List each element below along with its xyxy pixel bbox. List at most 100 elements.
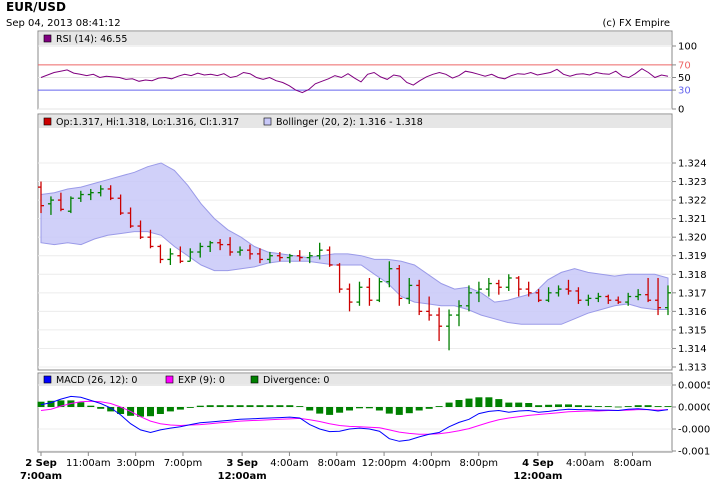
ohlc-bar [416, 279, 423, 316]
divergence-bar [465, 398, 473, 407]
divergence-bar [356, 407, 363, 409]
divergence-bar [246, 405, 254, 407]
ohlc-bar [47, 196, 54, 215]
rsi-series-line [40, 68, 669, 94]
ohlc-bar [336, 263, 343, 293]
exp-legend-swatch [165, 375, 174, 384]
divergence-bar [594, 406, 602, 407]
ohlc-bar [426, 296, 433, 321]
x-tick-sublabel: 12:00am [218, 471, 267, 482]
rsi-tick-label: 100 [678, 42, 697, 53]
ohlc-bar [525, 281, 532, 297]
x-tick-label: 8:00am [318, 458, 356, 469]
price-tick-label: 1.320 [678, 233, 707, 244]
ohlc-bar [157, 244, 164, 264]
ohlc-bar [356, 281, 363, 306]
price-tick-label: 1.316 [678, 307, 707, 318]
x-tick-label: 8:00am [613, 458, 651, 469]
divergence-bar [654, 406, 662, 407]
macd-panel: MACD (26, 12): 0 EXP (9): 0 Divergence: … [37, 372, 710, 458]
divergence-bar [316, 407, 324, 414]
ohlc-bar [326, 246, 333, 267]
ohlc-bar [406, 277, 413, 304]
ohlc-bar [475, 281, 482, 303]
divergence-legend-swatch [250, 375, 259, 384]
rsi-legend-swatch [43, 34, 52, 43]
divergence-bar [505, 402, 513, 407]
ohlc-bar [346, 283, 353, 312]
macd-tick-label: 0.0000 [678, 403, 710, 414]
divergence-bar [535, 405, 543, 407]
divergence-bar [226, 405, 234, 407]
macd-legend-label: MACD (26, 12): 0 [56, 375, 137, 386]
divergence-bar [485, 397, 493, 407]
ohlc-bar [77, 190, 84, 202]
exp-series-line [40, 400, 669, 435]
x-tick-sublabel: 7:00am [20, 471, 62, 482]
x-tick-label: 3:00pm [116, 458, 155, 469]
x-tick-label: 12:00pm [362, 458, 407, 469]
ohlc-bar [436, 307, 443, 342]
divergence-bar [555, 404, 562, 407]
ohlc-bar [515, 276, 522, 297]
price-tick-label: 1.313 [678, 363, 707, 374]
ohlc-bar [655, 277, 662, 316]
ohlc-bar [227, 237, 234, 256]
divergence-bar [276, 405, 284, 407]
ohlc-legend-label: Op:1.317, Hi:1.318, Lo:1.316, Cl:1.317 [56, 117, 239, 128]
ohlc-legend-swatch [43, 117, 52, 126]
ohlc-bar [286, 253, 293, 264]
rsi-legend-bar [39, 32, 671, 45]
ohlc-bar [127, 207, 134, 228]
divergence-bar [206, 405, 214, 407]
ohlc-bar [57, 192, 64, 212]
ohlc-bar [505, 274, 512, 291]
divergence-bar [664, 406, 672, 407]
x-tick-label: 4:00am [566, 458, 604, 469]
x-tick-sublabel: 12:00am [513, 471, 562, 482]
ohlc-bar [296, 250, 303, 262]
price-legend-bar [39, 115, 671, 128]
ohlc-bar [565, 279, 572, 295]
ohlc-bar [645, 277, 652, 303]
divergence-bar [336, 407, 344, 413]
divergence-bar [574, 405, 582, 407]
divergence-bar [156, 407, 164, 414]
price-panel: Op:1.317, Hi:1.318, Lo:1.316, Cl:1.317 B… [37, 113, 707, 374]
ohlc-bar [38, 181, 44, 214]
bollinger-legend-swatch [263, 117, 272, 126]
ohlc-bar [87, 188, 94, 201]
divergence-bar [385, 407, 393, 414]
ohlc-bar [256, 248, 263, 264]
ohlc-bar [137, 220, 144, 240]
ohlc-bar [595, 292, 602, 303]
ohlc-bar [585, 294, 592, 306]
ohlc-bar [187, 248, 194, 262]
x-tick-label: 4 Sep [522, 458, 554, 469]
divergence-bar [326, 407, 334, 415]
rsi-tick-label: 0 [678, 105, 684, 116]
divergence-bar [286, 405, 294, 407]
divergence-bar [266, 405, 274, 407]
ohlc-bar [207, 240, 214, 253]
divergence-bar [147, 407, 154, 417]
divergence-bar [365, 407, 373, 409]
ohlc-bar [177, 246, 184, 264]
ohlc-bar [456, 300, 462, 327]
divergence-bar [584, 405, 592, 407]
divergence-bar [97, 407, 105, 409]
ohlc-bar [485, 277, 492, 297]
x-tick-label: 2 Sep [25, 458, 57, 469]
price-tick-label: 1.323 [678, 177, 707, 188]
price-tick-label: 1.314 [678, 344, 707, 355]
divergence-bar [306, 407, 314, 411]
rsi-legend-label: RSI (14): 46.55 [56, 34, 127, 45]
x-tick-label: 4:00pm [412, 458, 451, 469]
exp-legend-label: EXP (9): 0 [178, 375, 225, 386]
price-tick-label: 1.318 [678, 270, 707, 281]
divergence-bar [425, 407, 433, 409]
ohlc-bar [316, 242, 323, 260]
macd-tick-label: 0.0005 [678, 381, 710, 392]
divergence-bar [644, 405, 652, 407]
